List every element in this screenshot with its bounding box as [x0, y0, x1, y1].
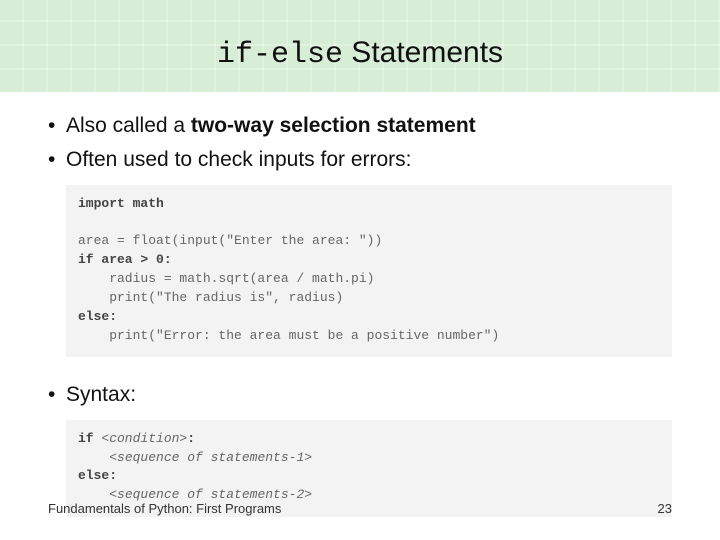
- slide-title: if-else Statements: [0, 36, 720, 72]
- code1-l3c: )): [367, 233, 383, 248]
- code1-l4: if area > 0:: [78, 252, 172, 267]
- code2-l3: else:: [78, 468, 117, 483]
- code1-l8c: ): [491, 328, 499, 343]
- bullet-3: Syntax:: [48, 381, 672, 409]
- code1-l7: else:: [78, 309, 117, 324]
- code2-l1b: <condition>: [101, 431, 187, 446]
- bullet-3-text: Syntax:: [66, 383, 136, 406]
- code1-l6b: "The radius is": [156, 290, 273, 305]
- bullet-1-pre: Also called a: [66, 114, 191, 137]
- slide: if-else Statements Also called a two-way…: [0, 0, 720, 540]
- code2-l1a: if: [78, 431, 101, 446]
- footer-left: Fundamentals of Python: First Programs: [48, 501, 281, 516]
- footer-page-number: 23: [658, 501, 672, 516]
- code1-l5: radius = math.sqrt(area / math.pi): [78, 271, 374, 286]
- code1-l3b: "Enter the area: ": [226, 233, 366, 248]
- bullet-1-bold: two-way selection statement: [191, 114, 476, 137]
- code1-l8a: print(: [78, 328, 156, 343]
- title-rest: Statements: [343, 36, 503, 69]
- code2-l2b: <sequence of statements-1>: [109, 450, 312, 465]
- title-mono: if-else: [217, 38, 343, 72]
- content-area: Also called a two-way selection statemen…: [48, 112, 672, 540]
- bullet-1: Also called a two-way selection statemen…: [48, 112, 672, 140]
- code1-l6a: print(: [78, 290, 156, 305]
- bullet-2-text: Often used to check inputs for errors:: [66, 148, 412, 171]
- footer: Fundamentals of Python: First Programs 2…: [48, 501, 672, 516]
- bullet-2: Often used to check inputs for errors:: [48, 146, 672, 174]
- code1-l3a: area = float(input(: [78, 233, 226, 248]
- code2-l1c: :: [187, 431, 195, 446]
- code-block-example: import math area = float(input("Enter th…: [66, 185, 672, 358]
- code1-l1: import math: [78, 196, 164, 211]
- code2-l2a: [78, 450, 109, 465]
- code1-l6c: , radius): [273, 290, 343, 305]
- code1-l8b: "Error: the area must be a positive numb…: [156, 328, 491, 343]
